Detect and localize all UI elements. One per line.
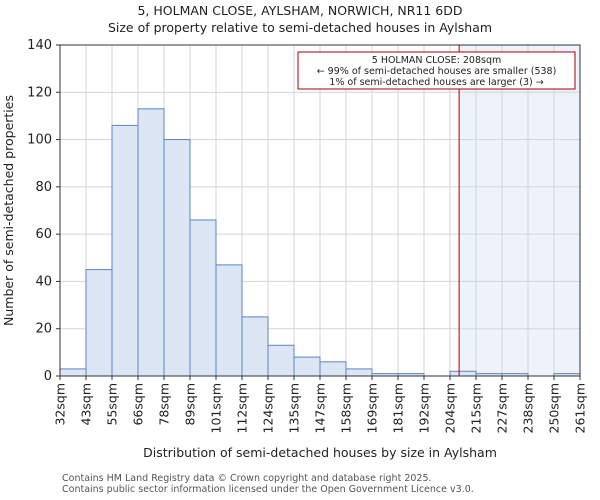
x-tick-label: 169sqm: [365, 383, 380, 433]
x-tick-label: 78sqm: [157, 383, 172, 426]
histogram-bar: [85, 269, 113, 377]
y-tick-label: 40: [35, 274, 52, 289]
y-axis-label: Number of semi-detached properties: [1, 95, 16, 326]
annotation-box: [297, 51, 576, 90]
x-tick-label: 158sqm: [339, 383, 354, 433]
x-tick-label: 250sqm: [547, 383, 562, 433]
histogram-bar: [163, 139, 191, 377]
x-tick-label: 181sqm: [391, 383, 406, 433]
x-tick-label: 55sqm: [105, 383, 120, 426]
annotation-line-3: 1% of semi-detached houses are larger (3…: [329, 77, 543, 88]
x-tick-label: 215sqm: [469, 383, 484, 433]
x-tick-label: 43sqm: [79, 383, 94, 426]
histogram-bar: [215, 264, 243, 377]
x-tick-label: 32sqm: [53, 383, 68, 426]
x-tick-label: 135sqm: [287, 383, 302, 433]
x-tick-label: 89sqm: [183, 383, 198, 426]
footer-line-1: Contains HM Land Registry data © Crown c…: [62, 473, 432, 484]
histogram-bar: [293, 356, 321, 377]
x-tick-label: 261sqm: [573, 383, 588, 433]
annotation-line-1: 5 HOLMAN CLOSE: 208sqm: [372, 55, 501, 66]
chart-subtitle: Size of property relative to semi-detach…: [107, 20, 493, 35]
footer-line-2: Contains public sector information licen…: [62, 484, 474, 495]
highlight-region: [459, 45, 580, 376]
y-tick-label: 100: [27, 133, 52, 148]
x-tick-label: 227sqm: [495, 383, 510, 433]
histogram-bar: [189, 219, 217, 377]
y-tick-label: 60: [35, 227, 52, 242]
annotation-line-2: ← 99% of semi-detached houses are smalle…: [317, 66, 557, 77]
x-tick-label: 238sqm: [521, 383, 536, 433]
histogram-bar: [449, 370, 477, 377]
histogram-bar: [267, 344, 295, 377]
x-tick-label: 101sqm: [209, 383, 224, 433]
x-tick-label: 192sqm: [417, 383, 432, 433]
histogram-bar: [319, 361, 347, 377]
x-tick-label: 112sqm: [235, 383, 250, 433]
histogram-bar: [111, 124, 139, 377]
y-tick-label: 140: [27, 38, 52, 53]
x-tick-label: 147sqm: [313, 383, 328, 433]
chart-title: 5, HOLMAN CLOSE, AYLSHAM, NORWICH, NR11 …: [137, 3, 463, 18]
x-axis-label: Distribution of semi-detached houses by …: [143, 445, 497, 460]
histogram-bar: [137, 108, 165, 377]
y-tick-label: 80: [35, 180, 52, 195]
histogram-bar: [345, 368, 373, 377]
x-tick-label: 204sqm: [443, 383, 458, 433]
histogram-bar: [241, 316, 269, 377]
x-tick-label: 66sqm: [131, 383, 146, 426]
histogram-bar: [59, 368, 87, 377]
y-tick-label: 0: [44, 369, 52, 384]
x-tick-label: 124sqm: [261, 383, 276, 433]
y-tick-label: 120: [27, 85, 52, 100]
y-tick-label: 20: [35, 322, 52, 337]
